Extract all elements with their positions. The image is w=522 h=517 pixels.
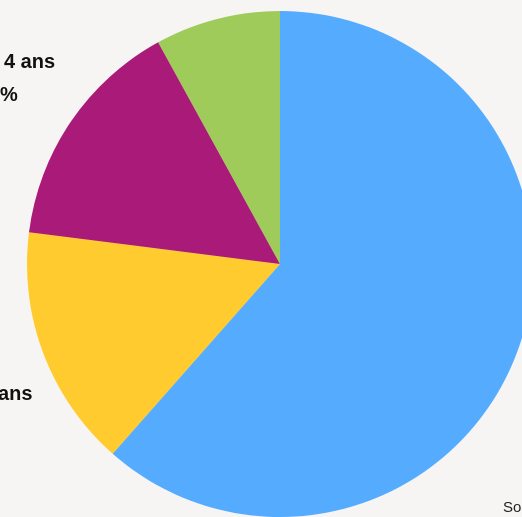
pie-slice-1 — [112, 11, 522, 517]
slice-label-top-line1: 4 ans — [4, 51, 55, 73]
source-note: So — [503, 499, 521, 516]
slice-label-bottom: ans — [0, 383, 32, 405]
pie-slice-3 — [28, 42, 280, 264]
pie-slice-2 — [26, 232, 280, 454]
pie-slice-4 — [158, 11, 280, 264]
pie-slices — [26, 11, 522, 517]
slice-label-top-line2: % — [0, 84, 18, 106]
